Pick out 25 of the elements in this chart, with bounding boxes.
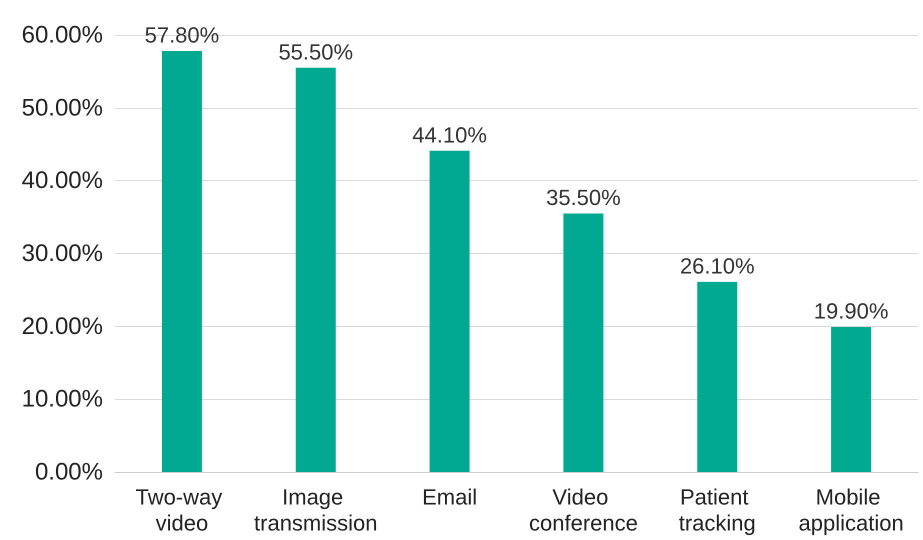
data-label: 19.90%	[814, 298, 888, 324]
x-tick-label: Email	[422, 484, 478, 510]
y-tick-label: 10.00%	[22, 386, 103, 413]
y-tick-label: 30.00%	[22, 240, 103, 267]
data-label: 35.50%	[546, 184, 621, 210]
x-tick-label: Image transmission	[254, 484, 378, 536]
bar	[831, 327, 872, 472]
data-label: 26.10%	[680, 253, 755, 278]
y-tick-label: 0.00%	[34, 458, 103, 486]
y-tick-label: 40.00%	[22, 167, 103, 194]
y-tick-label: 50.00%	[22, 94, 103, 122]
bar	[697, 282, 738, 472]
bar	[430, 150, 470, 472]
x-tick-label: Patient tracking	[678, 484, 756, 536]
y-tick-label: 60.00%	[22, 22, 103, 48]
x-tick-label: Video conference	[528, 484, 638, 536]
x-tick-label: Mobile application	[798, 484, 904, 536]
data-label: 55.50%	[278, 39, 354, 64]
y-tick-label: 20.00%	[22, 312, 103, 340]
data-label: 57.80%	[144, 22, 220, 48]
data-label: 44.10%	[412, 122, 487, 148]
bar	[296, 68, 336, 472]
bar	[162, 51, 202, 472]
bar	[563, 213, 604, 472]
x-tick-label: Two-way video	[135, 484, 228, 536]
